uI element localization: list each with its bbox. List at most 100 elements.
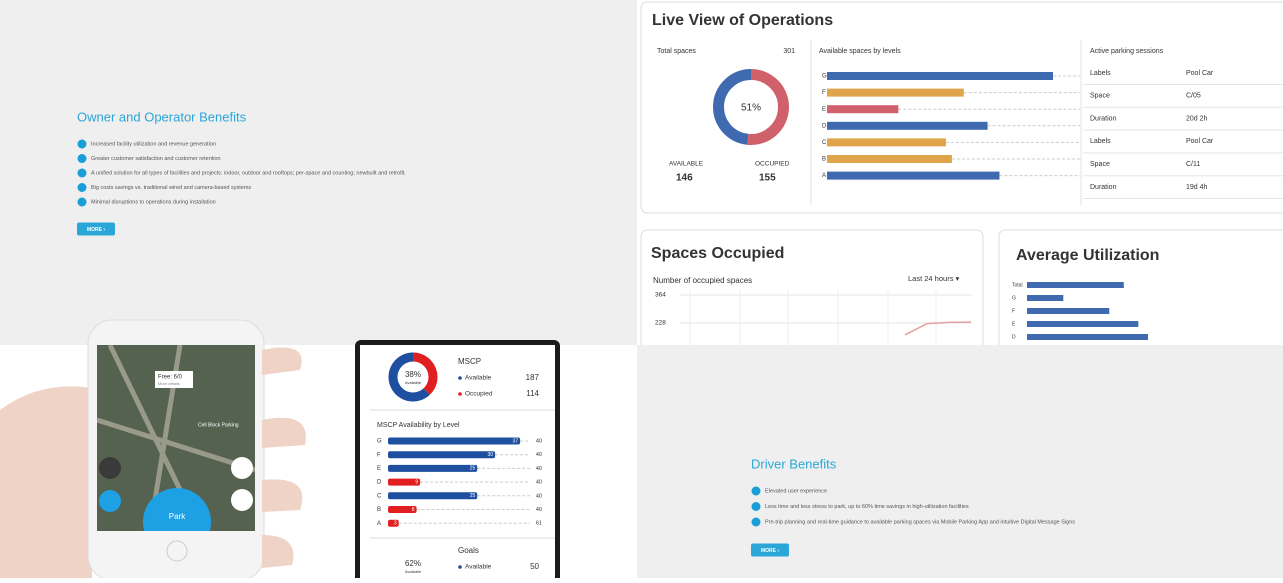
label: Available	[465, 375, 492, 382]
label: E	[377, 466, 381, 472]
label: E	[822, 107, 826, 113]
bar	[1027, 308, 1110, 314]
label: B	[822, 157, 826, 163]
label: Space	[1090, 161, 1110, 168]
card-title: Average Utilization	[1016, 247, 1159, 264]
label: 38%	[405, 370, 421, 379]
value-label: 37	[513, 438, 519, 444]
label: Free: 6/0	[158, 375, 183, 381]
donut-segment	[412, 352, 438, 395]
label: Goals	[458, 546, 479, 555]
legend-dot	[458, 392, 462, 396]
more-button[interactable]	[77, 222, 115, 236]
y-tick-label: 228	[655, 320, 666, 327]
park-button[interactable]	[143, 488, 211, 556]
label: A	[377, 521, 381, 527]
label: Available spaces by levels	[819, 48, 901, 55]
map-button[interactable]	[231, 457, 253, 479]
label: A	[822, 173, 826, 179]
label: 146	[676, 173, 693, 184]
label: 40	[536, 452, 542, 458]
bar	[827, 88, 964, 97]
bullet-text: Big costs savings vs. traditional wired …	[91, 185, 251, 191]
label: Number of occupied spaces	[653, 276, 752, 285]
card	[640, 1, 1283, 214]
bullet-dot	[77, 139, 87, 149]
label: Occupied	[465, 391, 493, 398]
label: D	[822, 123, 827, 129]
bullet-dot	[751, 486, 761, 496]
card-title: Spaces Occupied	[651, 245, 784, 262]
label: 19d 4h	[1186, 184, 1208, 191]
label: Space	[1090, 93, 1110, 100]
bar	[388, 478, 421, 486]
bullet-dot	[751, 502, 761, 511]
label: 40	[536, 480, 542, 486]
label: Total	[1012, 282, 1023, 288]
label: F	[822, 90, 826, 96]
bar	[827, 121, 988, 130]
more-button[interactable]	[751, 543, 789, 557]
bullet-text: Greater customer satisfaction and custom…	[91, 156, 221, 162]
button-text: MORE ›	[87, 227, 105, 233]
label: G	[822, 74, 827, 80]
label: Available	[405, 380, 422, 385]
label: 50	[530, 562, 539, 571]
label: 114	[526, 389, 539, 398]
fingers	[262, 347, 306, 568]
label: Available	[405, 569, 422, 574]
bullet-dot	[77, 197, 87, 207]
donut-segment	[388, 352, 430, 402]
bar	[827, 105, 899, 114]
card	[640, 229, 984, 345]
value-label: 25	[470, 466, 476, 472]
label: 62%	[405, 559, 421, 568]
label: Last 24 hours ▾	[908, 274, 960, 283]
label: Labels	[1090, 70, 1111, 77]
label: Total spaces	[657, 48, 696, 55]
donut-segment	[747, 69, 789, 145]
label: C	[377, 493, 382, 499]
map-button[interactable]	[99, 457, 121, 479]
bar	[827, 72, 1053, 80]
label: E	[1012, 321, 1016, 327]
label: Active parking sessions	[1090, 48, 1164, 55]
bar	[388, 464, 478, 472]
bar	[388, 437, 521, 445]
bar	[1027, 334, 1148, 340]
map-button[interactable]	[99, 490, 121, 512]
label: Pool Car	[1186, 70, 1214, 77]
label: G	[1012, 295, 1016, 301]
button-text: MORE ›	[761, 548, 779, 554]
bar	[827, 138, 946, 147]
label: OCCUPIED	[755, 161, 790, 168]
bar	[388, 519, 399, 527]
y-tick-label: 364	[655, 292, 666, 299]
bullet-dot	[751, 517, 761, 527]
bar	[1027, 321, 1139, 327]
label: 51%	[741, 103, 761, 114]
bar	[388, 451, 496, 459]
bullet-text: Minimal disruptions to operations during…	[91, 199, 216, 205]
label: Labels	[1090, 138, 1111, 145]
label: C/11	[1186, 161, 1200, 168]
label: 40	[536, 466, 542, 472]
label: 187	[526, 373, 540, 382]
label: D	[1012, 334, 1016, 340]
label: 61	[536, 521, 542, 527]
bar	[388, 492, 478, 500]
label: C/05	[1186, 93, 1201, 100]
bullet-text: Increased facility utilization and reven…	[91, 141, 216, 147]
map-button[interactable]	[231, 489, 253, 511]
bar	[1027, 282, 1124, 288]
card	[998, 229, 1283, 345]
label: MSCP	[458, 357, 481, 366]
label: Pool Car	[1186, 138, 1214, 145]
label: Park	[169, 512, 186, 521]
value-label: 8	[412, 507, 415, 513]
label: Duration	[1090, 115, 1117, 122]
bullet-text: Less time and less stress to park, up to…	[765, 504, 969, 510]
driver-bg	[637, 345, 1283, 578]
label: 40	[536, 507, 542, 513]
